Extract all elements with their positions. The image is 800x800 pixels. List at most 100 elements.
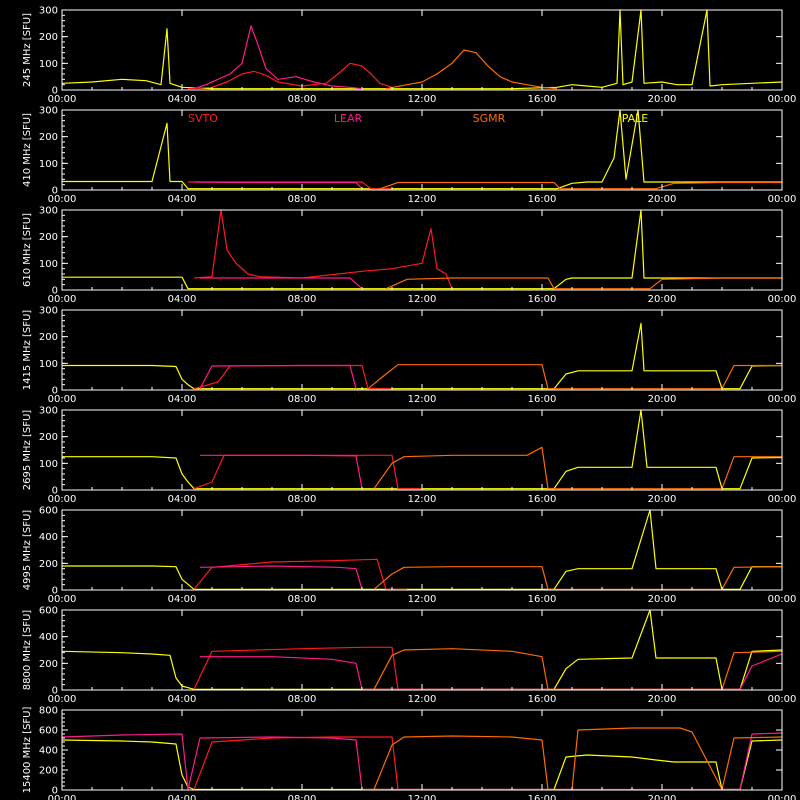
x-tick-label: 00:00 bbox=[48, 794, 77, 800]
series-line-sgmr bbox=[367, 364, 782, 390]
series-line-lear bbox=[199, 364, 357, 389]
panel-7: 0 200 400 600 00:00 04:00 08:00 12:00 16:00 20:00… bbox=[22, 606, 796, 706]
x-tick-label: 12:00 bbox=[408, 594, 437, 605]
series-line-lear bbox=[193, 25, 363, 90]
series-line-sgmr bbox=[385, 49, 558, 90]
y-axis-label: 2695 MHz [SFU] bbox=[22, 410, 33, 491]
series-line-pale bbox=[62, 209, 782, 290]
y-axis-label: 8800 MHz [SFU] bbox=[22, 610, 33, 691]
x-tick-label: 00:00 bbox=[768, 94, 797, 105]
x-tick-label: 04:00 bbox=[168, 294, 197, 305]
y-tick-label: 0 bbox=[52, 186, 58, 197]
y-tick-label: 800 bbox=[39, 706, 58, 717]
series-line-pale bbox=[62, 409, 783, 490]
series-line-svto bbox=[193, 209, 453, 289]
x-tick-label: 00:00 bbox=[48, 394, 77, 405]
panel-5: 0 100 200 300 00:00 04:00 08:00 12:00 16:00 20:00… bbox=[22, 406, 796, 506]
series-line-sgmr bbox=[373, 727, 783, 791]
series-line-lear bbox=[200, 454, 363, 489]
y-axis-label: 15400 MHz [SFU] bbox=[22, 707, 33, 794]
y-tick-label: 200 bbox=[39, 132, 58, 143]
y-tick-label: 100 bbox=[39, 259, 58, 270]
y-tick-label: 400 bbox=[39, 632, 58, 643]
x-tick-label: 08:00 bbox=[288, 294, 317, 305]
series-line-sgmr bbox=[379, 181, 782, 190]
x-tick-label: 00:00 bbox=[48, 94, 77, 105]
y-tick-label: 200 bbox=[39, 559, 58, 570]
x-tick-label: 16:00 bbox=[528, 294, 557, 305]
series-line-svto bbox=[193, 736, 422, 791]
x-tick-label: 00:00 bbox=[768, 694, 797, 705]
x-tick-label: 12:00 bbox=[408, 194, 437, 205]
x-tick-label: 16:00 bbox=[528, 394, 557, 405]
x-tick-label: 04:00 bbox=[168, 694, 197, 705]
series-line-svto bbox=[193, 454, 422, 490]
series-line-svto bbox=[193, 646, 422, 690]
series-line-pale bbox=[62, 322, 783, 390]
panel-3: 0 100 200 300 00:00 04:00 08:00 12:00 16:00 20:00… bbox=[22, 206, 796, 306]
x-tick-label: 16:00 bbox=[528, 594, 557, 605]
y-tick-label: 300 bbox=[39, 6, 58, 17]
series-line-sgmr bbox=[373, 446, 782, 490]
series-line-pale bbox=[62, 109, 782, 190]
y-tick-label: 100 bbox=[39, 59, 58, 70]
x-tick-label: 08:00 bbox=[288, 194, 317, 205]
y-tick-label: 600 bbox=[39, 726, 58, 737]
y-tick-label: 100 bbox=[39, 159, 58, 170]
y-tick-label: 0 bbox=[52, 686, 58, 697]
legend-label-pale: PALE bbox=[622, 112, 649, 125]
x-tick-label: 00:00 bbox=[768, 194, 797, 205]
x-tick-label: 00:00 bbox=[768, 294, 797, 305]
x-tick-label: 00:00 bbox=[48, 494, 77, 505]
x-tick-label: 00:00 bbox=[768, 394, 797, 405]
x-tick-label: 16:00 bbox=[528, 694, 557, 705]
x-tick-label: 04:00 bbox=[168, 394, 197, 405]
x-tick-label: 20:00 bbox=[648, 494, 677, 505]
y-axis-label: 4995 MHz [SFU] bbox=[22, 510, 33, 591]
legend-label-lear: LEAR bbox=[334, 112, 363, 125]
x-tick-label: 00:00 bbox=[768, 794, 797, 800]
series-line-lear bbox=[200, 653, 783, 690]
x-tick-label: 08:00 bbox=[288, 594, 317, 605]
y-tick-label: 300 bbox=[39, 406, 58, 417]
series-line-svto bbox=[187, 62, 393, 90]
y-tick-label: 0 bbox=[52, 86, 58, 97]
y-tick-label: 200 bbox=[39, 332, 58, 343]
plot-frame bbox=[61, 709, 783, 791]
x-tick-label: 04:00 bbox=[168, 594, 197, 605]
y-tick-label: 100 bbox=[39, 459, 58, 470]
x-tick-label: 00:00 bbox=[48, 194, 77, 205]
x-tick-label: 12:00 bbox=[408, 294, 437, 305]
series-line-sgmr bbox=[385, 277, 782, 290]
x-tick-label: 12:00 bbox=[408, 494, 437, 505]
x-tick-label: 20:00 bbox=[648, 194, 677, 205]
y-tick-label: 200 bbox=[39, 766, 58, 777]
y-axis-label: 1415 MHz [SFU] bbox=[22, 310, 33, 391]
x-tick-label: 00:00 bbox=[768, 494, 797, 505]
y-tick-label: 200 bbox=[39, 659, 58, 670]
y-tick-label: 0 bbox=[52, 586, 58, 597]
x-tick-label: 20:00 bbox=[648, 694, 677, 705]
panel-6: 0 200 400 600 00:00 04:00 08:00 12:00 16:00 20:00… bbox=[22, 506, 796, 606]
legend-label-sgmr: SGMR bbox=[473, 112, 506, 125]
x-tick-label: 08:00 bbox=[288, 94, 317, 105]
x-tick-label: 16:00 bbox=[528, 794, 557, 800]
series-line-svto bbox=[193, 558, 407, 590]
x-tick-label: 04:00 bbox=[168, 494, 197, 505]
x-tick-label: 20:00 bbox=[648, 394, 677, 405]
plot-frame bbox=[61, 309, 783, 391]
y-tick-label: 300 bbox=[39, 206, 58, 217]
y-tick-label: 0 bbox=[52, 286, 58, 297]
y-tick-label: 100 bbox=[39, 359, 58, 370]
y-tick-label: 600 bbox=[39, 506, 58, 517]
series-line-lear bbox=[200, 277, 363, 290]
y-tick-label: 0 bbox=[52, 786, 58, 797]
series-line-sgmr bbox=[373, 648, 783, 690]
x-tick-label: 08:00 bbox=[288, 394, 317, 405]
series-line-lear bbox=[199, 565, 363, 590]
x-tick-label: 12:00 bbox=[408, 394, 437, 405]
x-tick-label: 20:00 bbox=[648, 794, 677, 800]
x-tick-label: 20:00 bbox=[648, 94, 677, 105]
